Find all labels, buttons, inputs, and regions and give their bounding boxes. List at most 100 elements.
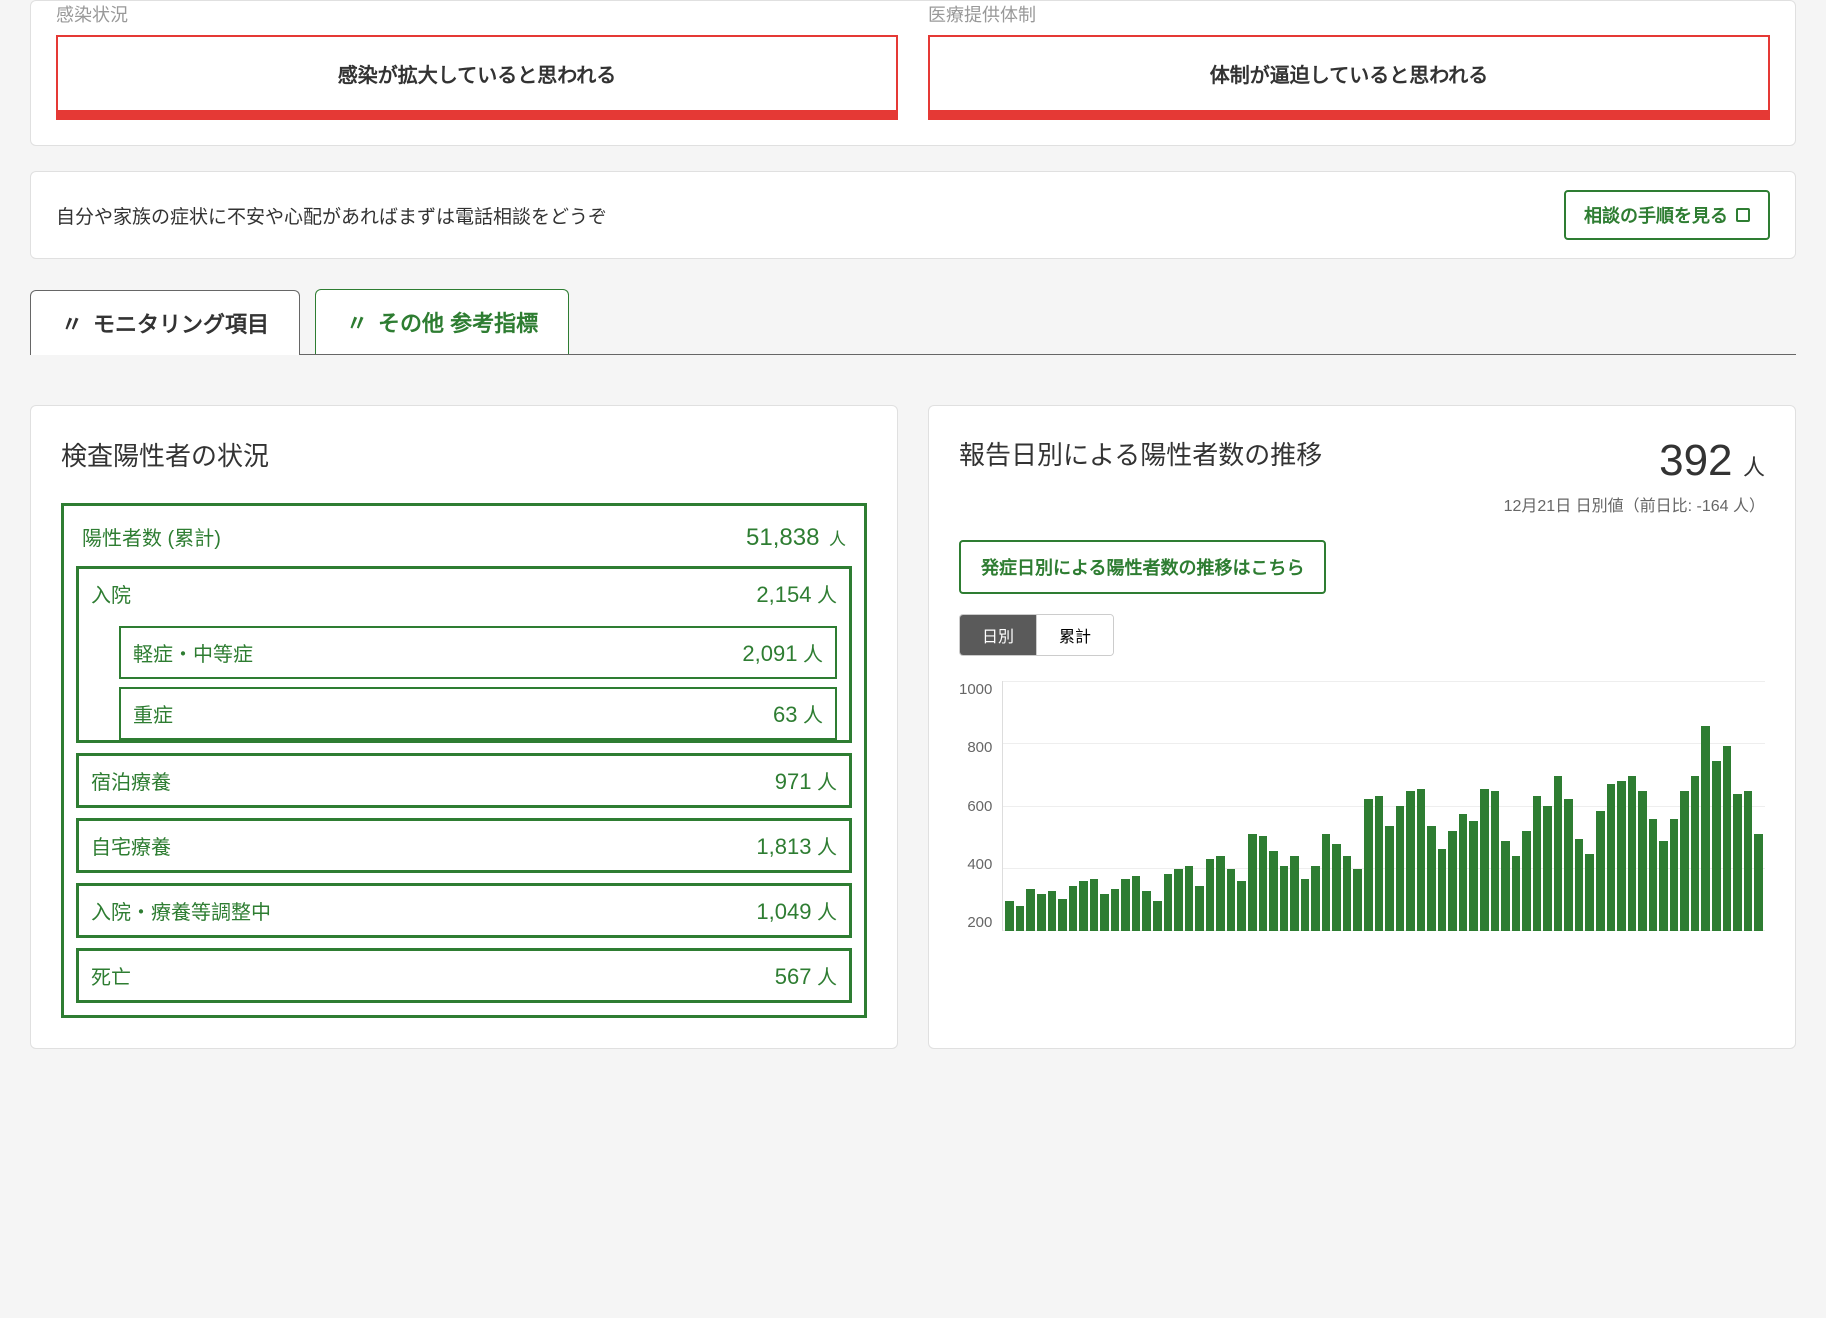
bar [1491,791,1500,931]
bar [1332,844,1341,932]
stat-value: 1,813 [756,834,811,859]
bar [1037,894,1046,932]
bar [1543,806,1552,931]
consultation-text: 自分や家族の症状に不安や心配があればまずは電話相談をどうぞ [56,202,607,229]
bar [1617,781,1626,931]
tab-other-label: その他 参考指標 [378,306,538,338]
bar [1385,826,1394,931]
chart-header: 報告日別による陽性者数の推移 392 人 12月21日 日別値（前日比: -16… [959,436,1765,516]
stat-unit: 人 [817,585,837,607]
tab-bar: 〃 モニタリング項目 〃 その他 参考指標 [30,289,1796,355]
bar [1069,886,1078,931]
y-tick: 1000 [959,681,992,698]
bar [1512,856,1521,931]
status-banner: 感染状況 感染が拡大していると思われる 医療提供体制 体制が逼迫していると思われ… [30,0,1796,146]
bar [1533,796,1542,931]
bar [1469,821,1478,931]
bar [1670,819,1679,932]
bar [1121,879,1130,932]
bar [1649,819,1658,932]
bar [1048,891,1057,931]
chart-subtext: 12月21日 日別値（前日比: -164 人） [1504,492,1765,516]
bar [1090,879,1099,932]
stat-row: 入院・療養等調整中1,049 人 [91,896,837,925]
stat-unit: 人 [817,902,837,924]
bar [1185,866,1194,931]
y-tick: 400 [967,856,992,873]
bar [1005,901,1014,931]
bar [1733,794,1742,932]
bar [1723,746,1732,931]
y-tick: 200 [967,914,992,931]
stat-row-box: 宿泊療養971 人 [76,753,852,808]
stat-row-box: 入院2,154 人軽症・中等症2,091 人重症63 人 [76,566,852,743]
bar [1396,806,1405,931]
toggle-cumulative[interactable]: 累計 [1036,615,1113,655]
stat-label: 自宅療養 [91,831,171,860]
onset-link-button[interactable]: 発症日別による陽性者数の推移はこちら [959,540,1326,594]
bar [1607,784,1616,932]
bars-wrap [1002,681,1765,931]
chart-title: 報告日別による陽性者数の推移 [959,436,1484,516]
consultation-button-label: 相談の手順を見る [1584,202,1728,228]
bar [1237,881,1246,931]
stat-subrow: 軽症・中等症 2,091 人 [133,638,823,667]
stat-label: 宿泊療養 [91,766,171,795]
tab-monitoring-label: モニタリング項目 [93,307,269,339]
bar [1712,761,1721,931]
stat-row-box: 自宅療養 1,813 人 [76,818,852,873]
consultation-link-button[interactable]: 相談の手順を見る [1564,190,1770,240]
bar [1132,876,1141,931]
bar [1564,799,1573,932]
y-tick: 800 [967,739,992,756]
tab-monitoring[interactable]: 〃 モニタリング項目 [30,290,300,355]
stat-label: 入院・療養等調整中 [91,896,271,925]
stat-total-row: 陽性者数 (累計) 51,838 人 [76,518,852,556]
bar [1680,791,1689,931]
bar [1364,799,1373,932]
bar [1269,851,1278,931]
bar [1206,859,1215,932]
bar [1554,776,1563,931]
medical-status-label: 医療提供体制 [928,1,1770,27]
infection-alert: 感染が拡大していると思われる [56,35,898,120]
chart-card: 報告日別による陽性者数の推移 392 人 12月21日 日別値（前日比: -16… [928,405,1796,1049]
chart-count-wrap: 392 人 12月21日 日別値（前日比: -164 人） [1504,436,1765,516]
stat-unit: 人 [817,837,837,859]
toggle-daily[interactable]: 日別 [960,615,1036,655]
stat-outer: 陽性者数 (累計) 51,838 人 入院2,154 人軽症・中等症2,091 … [61,503,867,1018]
stat-label: 死亡 [91,961,131,990]
stat-subrow-box: 重症63 人 [119,687,837,740]
bar [1438,849,1447,932]
stat-value: 567 [775,964,812,989]
bar [1195,886,1204,931]
stat-unit: 人 [803,644,823,666]
bar [1353,869,1362,932]
external-link-icon [1736,208,1750,222]
bar [1153,901,1162,931]
bar [1343,856,1352,931]
bar [1100,894,1109,932]
pulse-icon: 〃 [61,307,83,339]
bar [1164,874,1173,932]
bar [1026,889,1035,932]
bar [1427,826,1436,931]
stat-value: 2,091 [742,641,797,666]
bar [1016,906,1025,931]
stat-unit: 人 [829,530,846,549]
bar [1459,814,1468,932]
bar [1290,856,1299,931]
stat-label: 軽症・中等症 [133,638,253,667]
pulse-icon: 〃 [346,306,368,338]
chart-toggle: 日別 累計 [959,614,1114,656]
bar [1248,834,1257,932]
stat-row-box: 死亡567 人 [76,948,852,1003]
stat-label: 入院 [91,579,131,608]
y-tick: 600 [967,798,992,815]
bar [1111,889,1120,932]
infection-status-col: 感染状況 感染が拡大していると思われる [56,1,898,120]
y-axis: 1000 800 600 400 200 [959,681,1002,931]
bar [1448,831,1457,931]
chart-count-unit: 人 [1743,455,1765,480]
tab-other[interactable]: 〃 その他 参考指標 [315,289,569,354]
